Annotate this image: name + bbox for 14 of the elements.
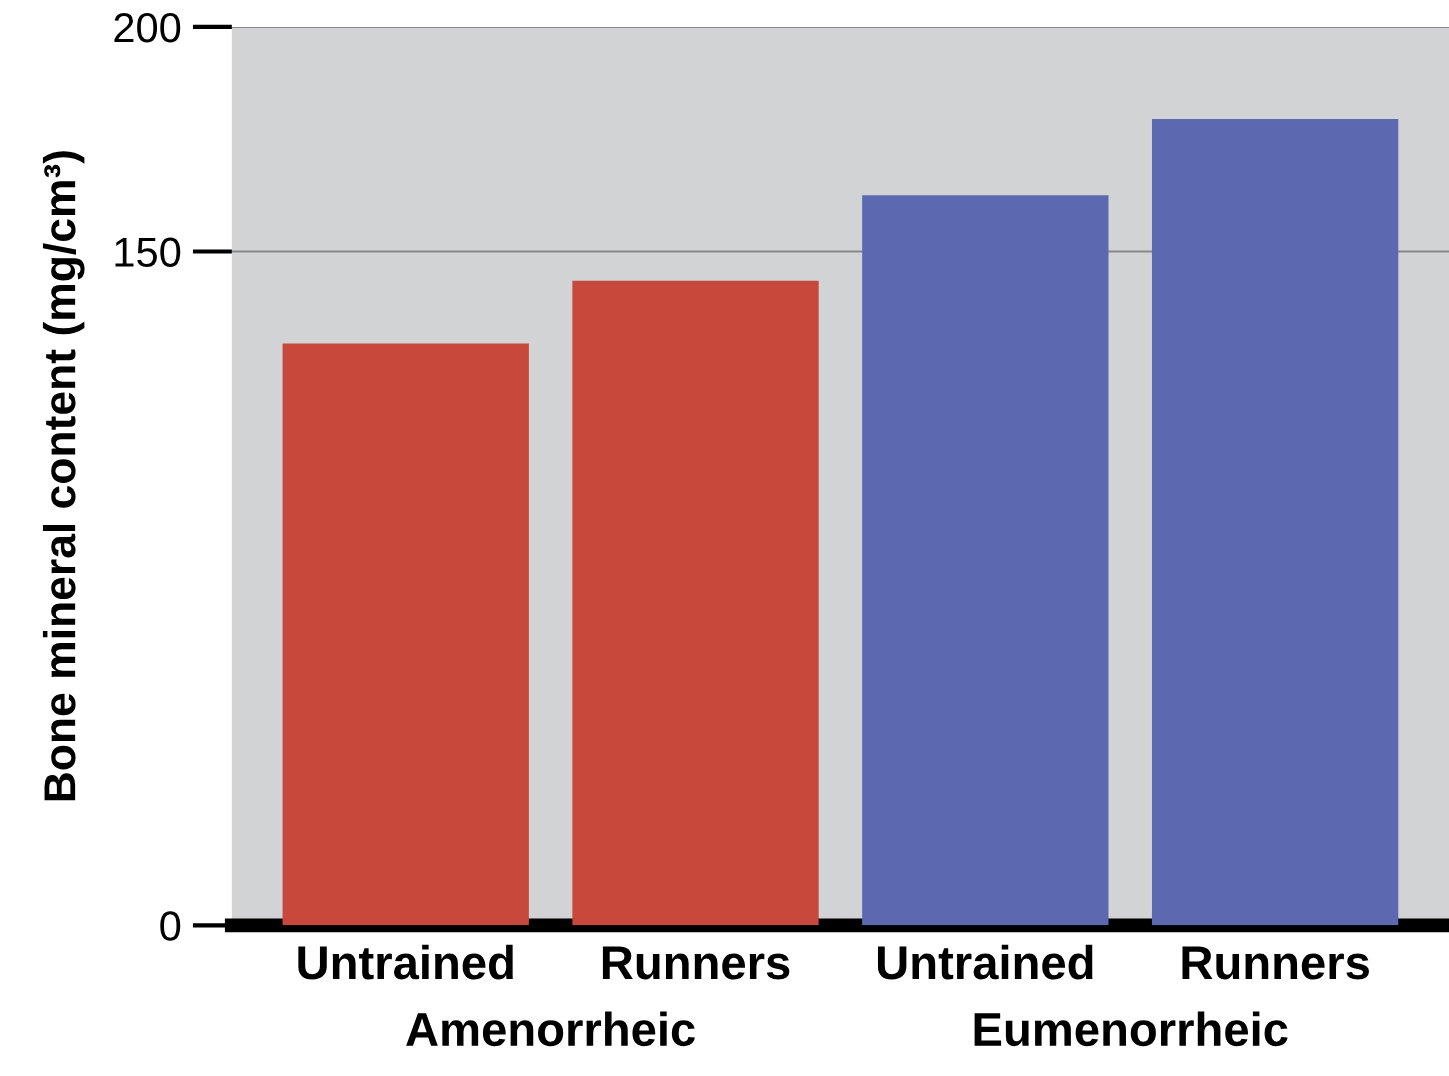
x-tick-label: Untrained xyxy=(298,944,513,980)
text: Amenorrheic xyxy=(406,1011,695,1047)
bar xyxy=(572,280,819,926)
bar xyxy=(862,195,1109,926)
y-tick-label: 150 xyxy=(115,237,181,268)
bar xyxy=(1151,118,1399,926)
bar xyxy=(282,343,529,926)
text: Eumenorrheic xyxy=(974,1011,1288,1047)
x-tick-label: Untrained xyxy=(877,944,1093,980)
y-axis-title: Bone mineral content (mg/cm³) xyxy=(42,151,85,801)
y-tick-label: 200 xyxy=(114,12,181,43)
x-tick-label: Runners xyxy=(1182,946,1369,980)
y-tick-label: 0 xyxy=(160,911,181,941)
x-tick-label: Runners xyxy=(602,946,790,980)
